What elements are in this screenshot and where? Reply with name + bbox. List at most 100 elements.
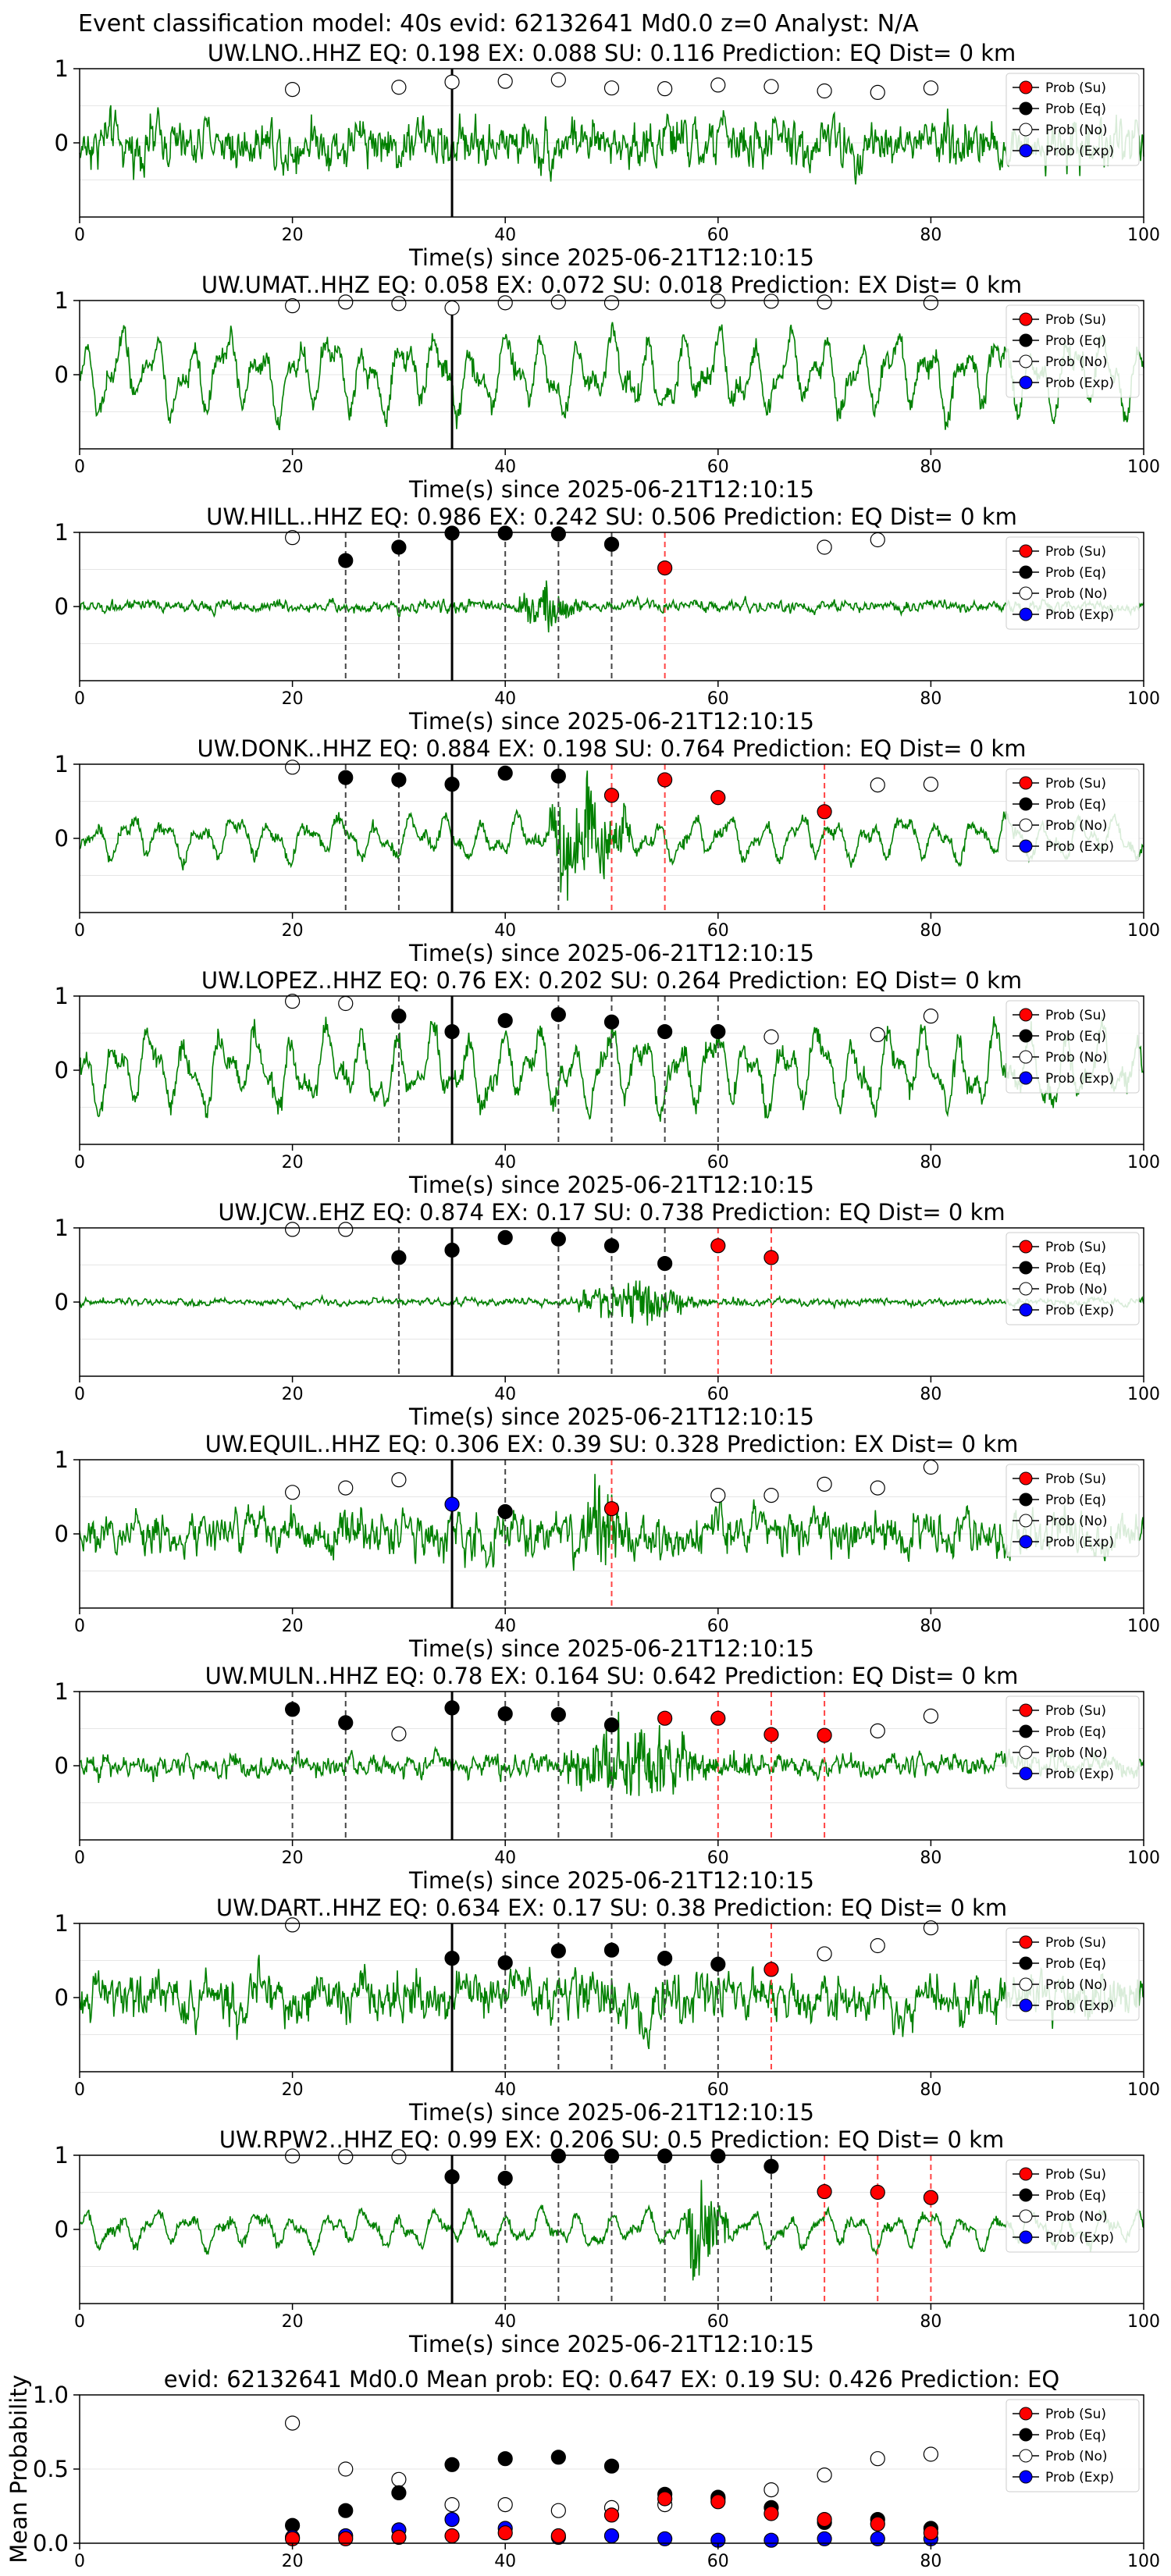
prob-marker-eq: [603, 1014, 620, 1030]
legend-marker-no: [1019, 1514, 1033, 1528]
mean-prob-marker-no: [444, 2497, 460, 2513]
legend-marker-eq: [1019, 1261, 1033, 1275]
prob-marker-su: [657, 560, 673, 576]
legend-marker-exp: [1019, 839, 1033, 853]
prob-marker-eq: [444, 1242, 460, 1258]
legend-box: [1005, 73, 1140, 166]
mean-prob-marker-exp: [870, 2531, 885, 2546]
legend-marker-su: [1019, 1008, 1033, 1022]
legend-marker-su: [1019, 1471, 1033, 1485]
prob-marker-no: [923, 1459, 939, 1475]
legend: Prob (Su) Prob (Eq) Prob (No) Prob (Exp): [1005, 73, 1140, 166]
prob-marker-su: [710, 1238, 726, 1254]
prob-marker-su: [763, 1250, 779, 1265]
x-tick-label: 100: [1127, 689, 1160, 709]
legend-marker-su: [1019, 1703, 1033, 1717]
prob-marker-su: [817, 2183, 832, 2200]
prob-marker-eq: [657, 1951, 673, 1966]
legend-marker-exp: [1019, 1767, 1033, 1781]
x-tick-label: 80: [920, 689, 941, 709]
legend-label-su: Prob (Su): [1045, 312, 1106, 328]
waveform-trace: [79, 322, 1144, 431]
prob-marker-no: [550, 294, 566, 310]
legend-label-no: Prob (No): [1045, 2209, 1108, 2225]
prob-marker-no: [817, 539, 832, 555]
station-panel: UW.HILL..HHZ EQ: 0.986 EX: 0.242 SU: 0.5…: [55, 503, 1160, 735]
x-tick-label: 80: [920, 921, 941, 941]
y-tick-label: 1: [55, 1678, 69, 1705]
mean-probability-panel: evid: 62132641 Md0.0 Mean prob: EQ: 0.64…: [5, 2366, 1160, 2571]
mean-prob-marker-no: [550, 2503, 566, 2518]
x-tick-label: 20: [282, 689, 304, 709]
x-tick-label: 20: [282, 1617, 304, 1636]
x-tick-label: 100: [1127, 226, 1160, 245]
legend-marker-no: [1019, 123, 1033, 137]
legend-marker-no: [1019, 2449, 1033, 2463]
x-tick-label: 40: [494, 1848, 516, 1868]
prob-marker-no: [391, 80, 407, 95]
legend-box: [1005, 304, 1140, 398]
legend-marker-eq: [1019, 2428, 1033, 2442]
mean-prob-marker-no: [285, 2415, 301, 2431]
legend-marker-su: [1019, 80, 1033, 94]
prob-marker-eq: [550, 1231, 566, 1247]
legend-label-eq: Prob (Eq): [1045, 797, 1106, 813]
mean-prob-marker-eq: [550, 2450, 566, 2465]
prob-marker-eq: [497, 1955, 513, 1970]
legend-marker-su: [1019, 776, 1033, 790]
prob-marker-no: [338, 2149, 354, 2165]
y-tick-label: 1: [55, 751, 69, 777]
legend-marker-no: [1019, 1050, 1033, 1064]
legend-marker-exp: [1019, 1303, 1033, 1317]
prob-marker-no: [710, 294, 726, 309]
x-tick-label: 60: [707, 921, 729, 941]
legend: Prob (Su) Prob (Eq) Prob (No) Prob (Exp): [1005, 1000, 1140, 1094]
panel-title: UW.EQUIL..HHZ EQ: 0.306 EX: 0.39 SU: 0.3…: [205, 1431, 1019, 1457]
legend-label-eq: Prob (Eq): [1045, 101, 1106, 117]
legend-marker-eq: [1019, 797, 1033, 811]
mean-prob-marker-no: [391, 2471, 407, 2487]
x-tick-label: 80: [920, 2552, 941, 2571]
legend-marker-exp: [1019, 144, 1033, 158]
prob-marker-eq: [338, 553, 354, 568]
legend-marker-no: [1019, 818, 1033, 832]
prob-marker-no: [285, 1485, 301, 1500]
prob-marker-no: [763, 1487, 779, 1503]
legend-label-eq: Prob (Eq): [1045, 2188, 1106, 2204]
prob-marker-no: [338, 1480, 354, 1496]
mean-prob-marker-exp: [444, 2512, 460, 2528]
mean-prob-marker-no: [870, 2451, 885, 2467]
y-tick-label: 0.0: [33, 2530, 69, 2556]
legend-marker-no: [1019, 586, 1033, 600]
mean-prob-marker-su: [870, 2516, 885, 2532]
legend-marker-no: [1019, 1745, 1033, 1759]
prob-marker-eq: [497, 1229, 513, 1245]
x-tick-label: 80: [920, 2080, 941, 2100]
prob-marker-eq: [444, 2169, 460, 2185]
legend-label-no: Prob (No): [1045, 1050, 1108, 1066]
mean-prob-marker-su: [710, 2494, 726, 2510]
prob-marker-no: [603, 80, 620, 96]
legend-marker-exp: [1019, 2470, 1033, 2484]
panel-title: evid: 62132641 Md0.0 Mean prob: EQ: 0.64…: [164, 2366, 1060, 2393]
panel-title: UW.DART..HHZ EQ: 0.634 EX: 0.17 SU: 0.38…: [216, 1895, 1007, 1921]
legend-label-eq: Prob (Eq): [1045, 1724, 1106, 1740]
x-tick-label: 100: [1127, 1617, 1160, 1636]
x-tick-label: 0: [74, 689, 85, 709]
prob-marker-no: [870, 1937, 885, 1954]
legend-marker-su: [1019, 544, 1033, 558]
waveform-trace: [79, 1474, 1144, 1571]
prob-marker-no: [763, 79, 779, 94]
prob-marker-no: [285, 760, 301, 775]
waveform-trace: [79, 1016, 1144, 1123]
prob-marker-eq: [710, 1956, 726, 1972]
y-tick-label: 0: [55, 1521, 69, 1547]
legend-label-eq: Prob (Eq): [1045, 333, 1106, 349]
mean-prob-marker-su: [923, 2525, 939, 2541]
prob-marker-no: [391, 296, 407, 311]
x-axis-label: Time(s) since 2025-06-21T12:10:15: [408, 244, 814, 271]
legend-label-exp: Prob (Exp): [1045, 144, 1114, 159]
legend-label-exp: Prob (Exp): [1045, 1998, 1114, 2014]
prob-marker-no: [870, 1480, 885, 1496]
x-axis-label: Time(s) since 2025-06-21T12:10:15: [408, 708, 814, 735]
